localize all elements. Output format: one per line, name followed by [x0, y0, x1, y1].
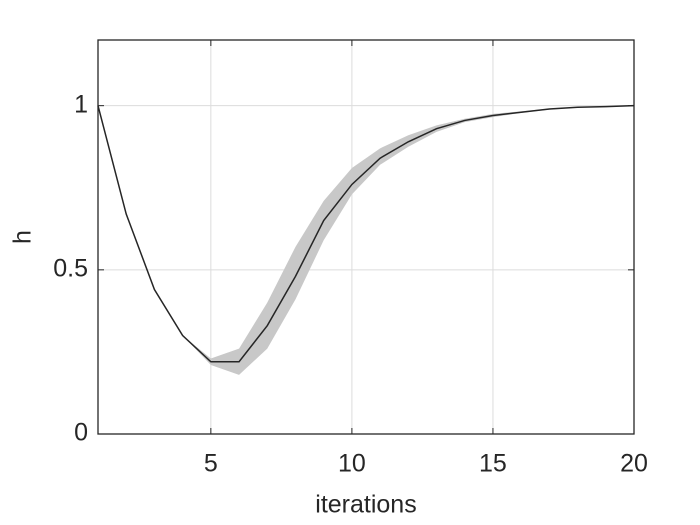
- line: [97, 104, 635, 363]
- y-axis-label: h: [9, 230, 37, 244]
- x-axis-label: iterations: [315, 491, 416, 519]
- x-tick-label: 10: [338, 450, 366, 478]
- plot-frame: [97, 39, 635, 435]
- y-tick-label: 0: [74, 419, 88, 447]
- confidence-band: [98, 105, 634, 375]
- y-tick-label: 0.5: [53, 254, 88, 282]
- x-tick-label: 20: [620, 450, 648, 478]
- x-tick-label: 5: [204, 450, 218, 478]
- y-tick-label: 1: [74, 90, 88, 118]
- x-tick-label: 15: [479, 450, 507, 478]
